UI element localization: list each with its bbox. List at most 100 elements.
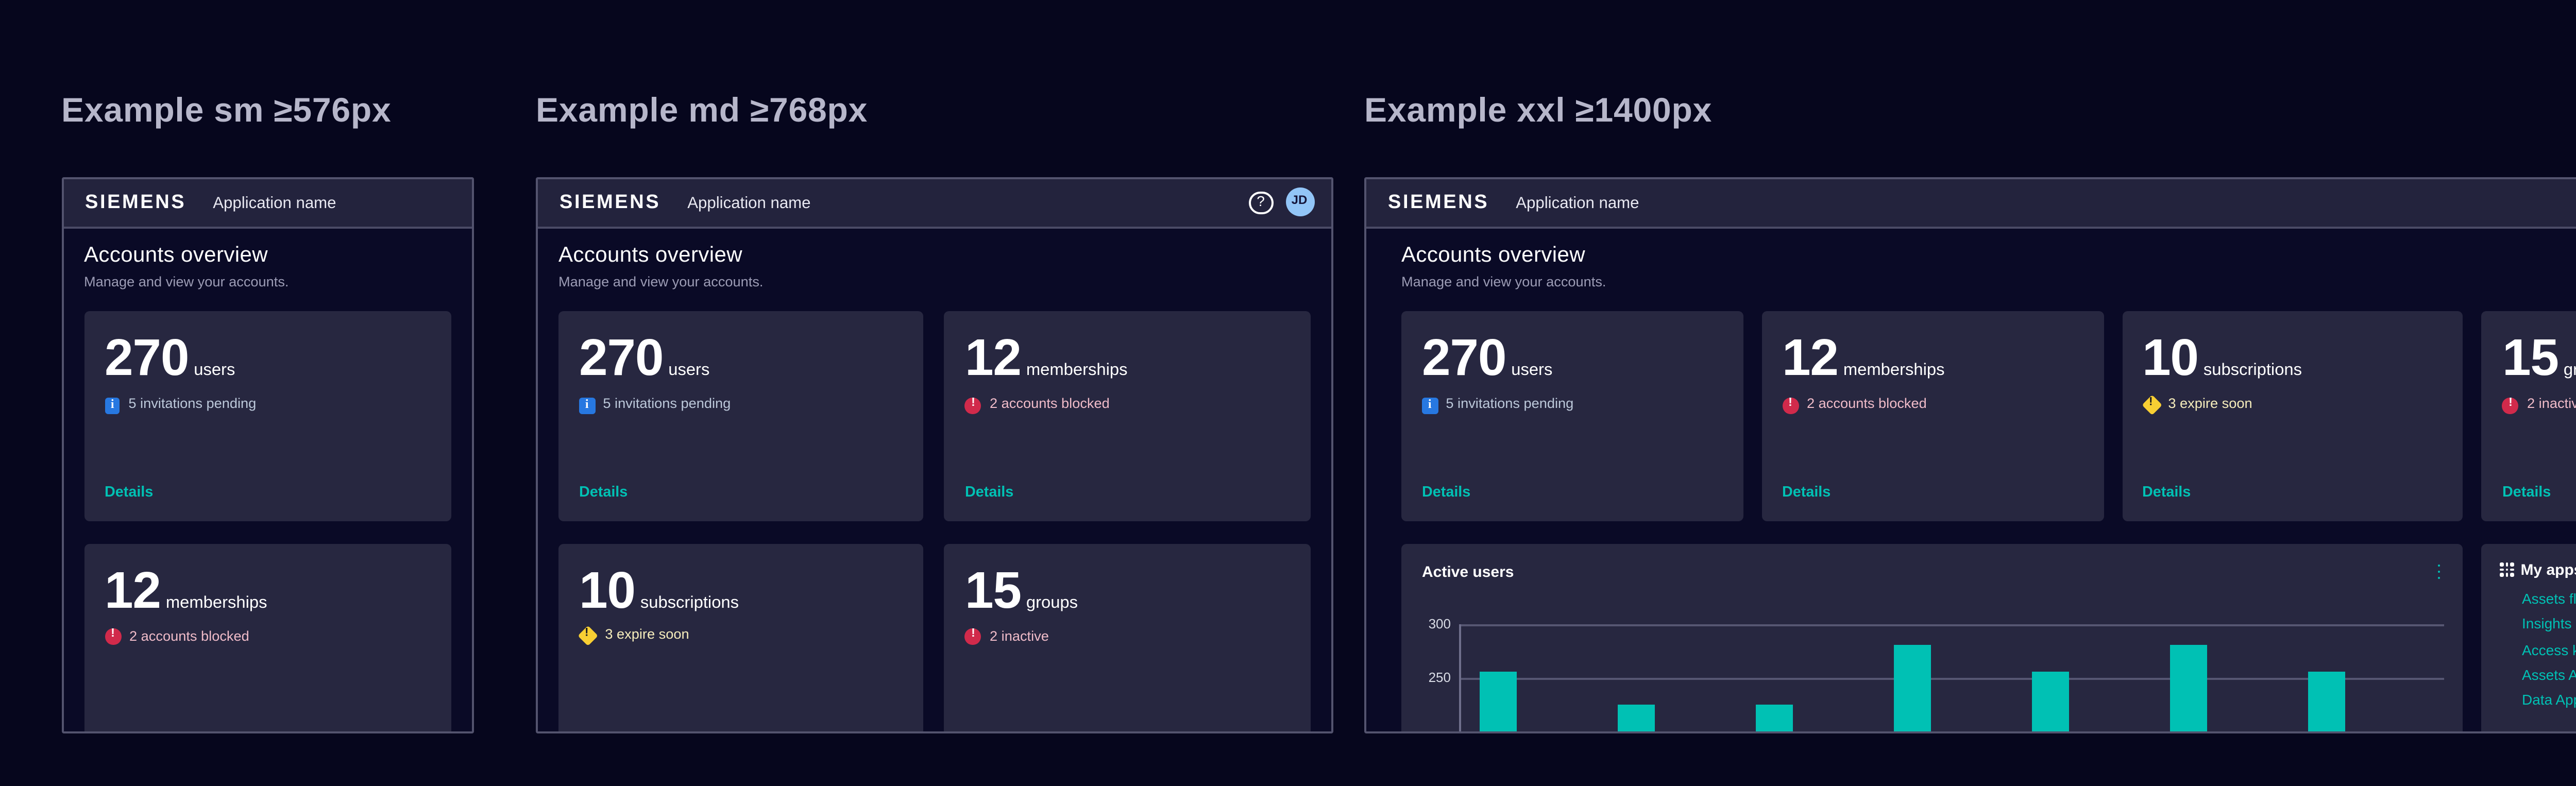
kpi-value: 270	[1422, 330, 1506, 387]
kpi-card-users: 270 users i 5 invitations pending Detail…	[558, 311, 924, 521]
app-link-access-key[interactable]: Access key›	[2522, 644, 2576, 659]
y-axis-tick: 300	[1428, 618, 1451, 633]
details-link[interactable]: Details	[105, 482, 154, 501]
bar	[1480, 672, 1517, 730]
kpi-value: 12	[1782, 330, 1839, 387]
my-apps-header: My apps	[2500, 559, 2576, 579]
app-link-label: Insights	[2522, 618, 2572, 633]
app-link-insights[interactable]: Insights›	[2522, 619, 2576, 633]
app-link-data-app[interactable]: Data App›	[2522, 695, 2576, 710]
kpi-card-grid: 270 users i 5 invitations pending Detail…	[558, 311, 1310, 730]
details-link[interactable]: Details	[2502, 482, 2551, 501]
siemens-logo: SIEMENS	[560, 191, 661, 214]
kpi-unit: users	[1511, 361, 1553, 379]
details-link[interactable]: Details	[965, 482, 1014, 501]
status-text: 2 inactive	[2527, 398, 2576, 413]
gridline	[1459, 624, 2445, 626]
page-subtitle: Manage and view your accounts.	[1401, 275, 1606, 289]
example-title-md: Example md ≥768px	[536, 93, 868, 130]
siemens-logo: SIEMENS	[1388, 191, 1489, 214]
kpi-unit: users	[194, 361, 235, 379]
example-title-sm: Example sm ≥576px	[61, 93, 392, 130]
kpi-metric: 12 memberships	[965, 330, 1289, 387]
app-title: Application name	[213, 193, 336, 212]
status-row: ! 2 accounts blocked	[105, 628, 430, 646]
app-link-assets-flow[interactable]: Assets flow›	[2522, 593, 2576, 607]
kebab-menu-icon[interactable]	[2435, 561, 2443, 582]
kpi-metric: 15 groups	[2502, 330, 2576, 387]
status-text: 2 accounts blocked	[1807, 398, 1927, 413]
app-header: SIEMENS Application name ? JD	[538, 178, 1330, 229]
kpi-unit: subscriptions	[640, 592, 739, 611]
my-apps-links: Assets flow› Insights› Access key› Asset…	[2500, 593, 2576, 721]
kpi-metric: 270 users	[105, 330, 430, 387]
example-title-xxl: Example xxl ≥1400px	[1364, 93, 1713, 130]
app-link-assets-app[interactable]: Assets App›	[2522, 670, 2576, 684]
details-link[interactable]: Details	[1782, 482, 1831, 501]
app-link-label: Access key	[2522, 644, 2576, 659]
status-text: 2 accounts blocked	[990, 398, 1110, 413]
kpi-metric: 10 subscriptions	[2142, 330, 2443, 387]
kpi-card-grid: 270 users i 5 invitations pending Detail…	[1401, 311, 2576, 730]
page-content: Accounts overview Manage and view your a…	[538, 229, 1330, 730]
kpi-unit: subscriptions	[2203, 361, 2302, 379]
kpi-value: 15	[2502, 330, 2559, 387]
chart-card-header: Active users	[1422, 561, 2443, 582]
warning-icon: !	[2141, 394, 2161, 414]
warning-icon: !	[578, 626, 598, 645]
status-row: ! 2 accounts blocked	[1782, 397, 2082, 414]
my-apps-title: My apps	[2520, 560, 2576, 579]
info-icon: i	[105, 397, 121, 414]
app-title: Application name	[687, 193, 811, 212]
active-users-chart-card: Active users 300 250	[1401, 543, 2463, 730]
kpi-metric: 270 users	[1422, 330, 1722, 387]
app-window-md: SIEMENS Application name ? JD Accounts o…	[536, 176, 1332, 732]
app-window-sm: SIEMENS Application name Accounts overvi…	[61, 176, 473, 732]
status-text: 5 invitations pending	[1446, 398, 1574, 413]
kpi-card-memberships: 12 memberships ! 2 accounts blocked Deta…	[84, 543, 451, 730]
kpi-metric: 10 subscriptions	[579, 565, 903, 616]
kpi-value: 15	[965, 561, 1022, 619]
page-content: Accounts overview Manage and view your a…	[1366, 229, 2576, 730]
kpi-value: 12	[105, 561, 161, 619]
gridline	[1459, 678, 2445, 679]
details-link[interactable]: Details	[579, 482, 628, 501]
kpi-unit: memberships	[1026, 361, 1128, 379]
siemens-logo: SIEMENS	[85, 191, 187, 214]
kpi-value: 12	[965, 330, 1022, 387]
page-title: Accounts overview	[84, 243, 268, 268]
apps-grid-icon	[2500, 562, 2514, 576]
details-link[interactable]: Details	[2142, 482, 2191, 501]
kpi-card-subscriptions: 10 subscriptions ! 3 expire soon Details	[558, 543, 924, 730]
details-link[interactable]: Details	[1422, 482, 1471, 501]
kpi-unit: groups	[2563, 361, 2576, 379]
page-subtitle: Manage and view your accounts.	[558, 275, 764, 289]
status-row: ! 3 expire soon	[2141, 394, 2443, 414]
chart-title: Active users	[1422, 562, 1514, 581]
y-axis-line	[1459, 624, 1461, 730]
kpi-card-subscriptions: 10 subscriptions ! 3 expire soon Details	[2122, 311, 2463, 521]
kpi-card-users: 270 users i 5 invitations pending Detail…	[1401, 311, 1743, 521]
page-title: Accounts overview	[1401, 243, 1585, 268]
status-row: i 5 invitations pending	[579, 397, 903, 414]
kpi-value: 270	[105, 330, 189, 387]
app-link-label: Data App	[2522, 695, 2576, 710]
status-text: 5 invitations pending	[128, 398, 257, 413]
user-avatar[interactable]: JD	[1285, 188, 1314, 217]
bar	[2170, 645, 2207, 730]
kpi-value: 10	[2142, 330, 2199, 387]
kpi-card-memberships: 12 memberships ! 2 accounts blocked Deta…	[944, 311, 1310, 521]
error-icon: !	[1782, 397, 1799, 414]
app-link-label: Assets App	[2522, 670, 2576, 685]
kpi-unit: memberships	[1843, 361, 1945, 379]
bar	[1618, 705, 1655, 730]
kpi-card-memberships: 12 memberships ! 2 accounts blocked Deta…	[1761, 311, 2103, 521]
y-axis-tick: 250	[1428, 671, 1451, 686]
status-row: ! 3 expire soon	[578, 626, 903, 645]
status-text: 2 accounts blocked	[129, 629, 249, 644]
status-text: 5 invitations pending	[603, 398, 731, 413]
my-apps-card: My apps Assets flow› Insights› Access ke…	[2482, 543, 2576, 730]
bar	[1756, 705, 1793, 730]
page-content: Accounts overview Manage and view your a…	[63, 229, 471, 730]
help-icon[interactable]: ?	[1249, 191, 1273, 214]
